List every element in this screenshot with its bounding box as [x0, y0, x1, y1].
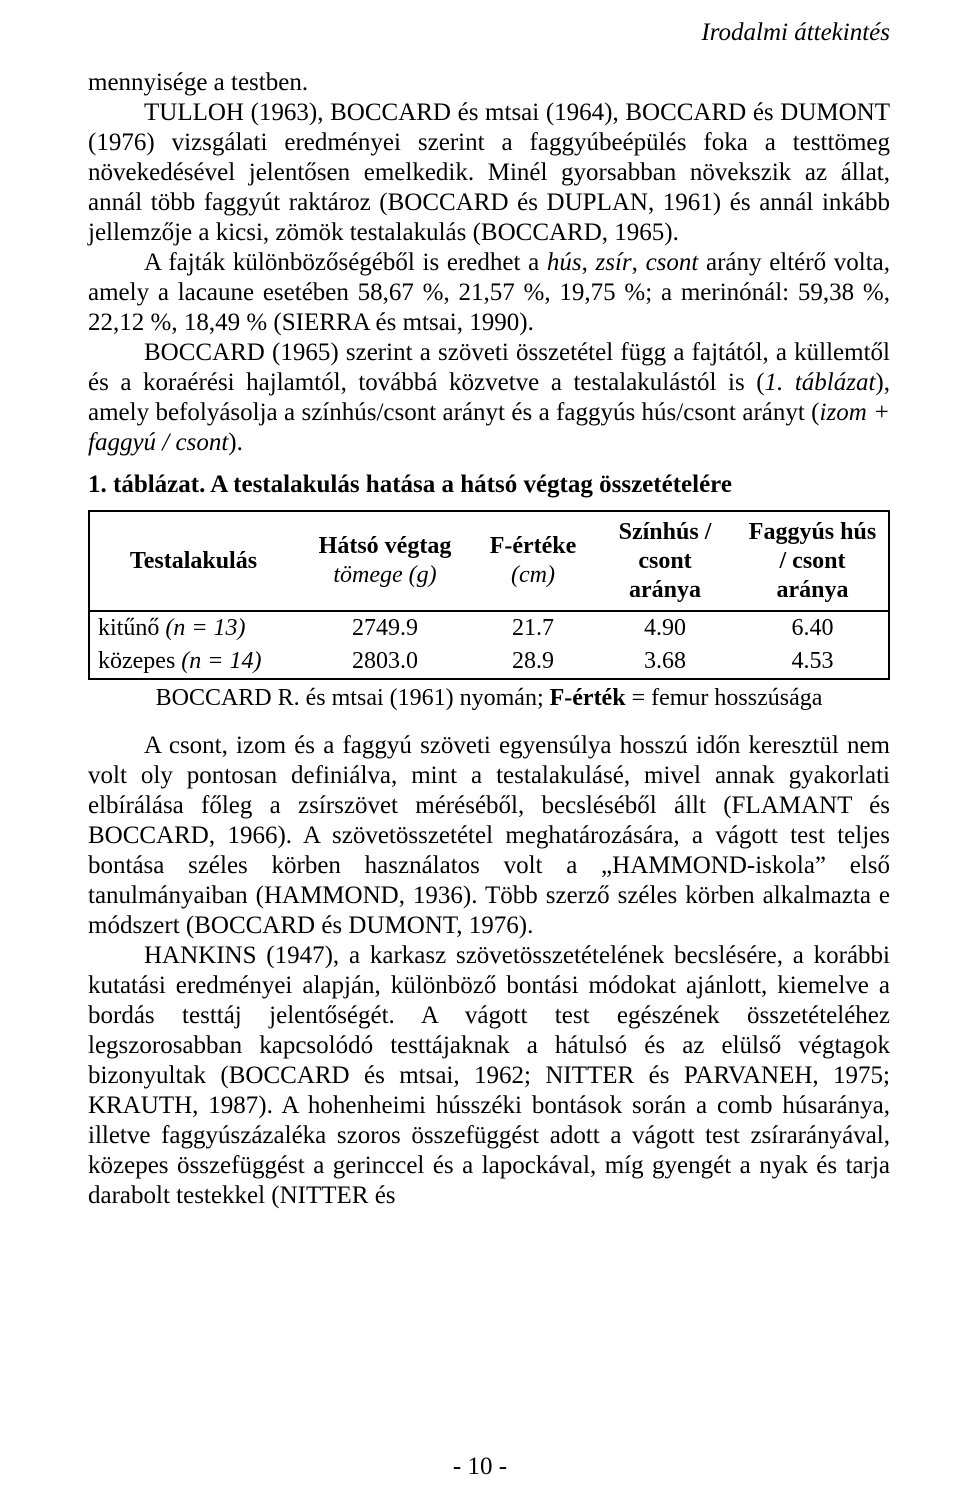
th-1: Testalakulás	[89, 511, 297, 611]
paragraph-5: HANKINS (1947), a karkasz szövetösszetét…	[88, 941, 890, 1211]
r1c1b: (n = 13)	[165, 615, 245, 641]
p1-start: mennyisége a testben.	[88, 69, 308, 96]
p2-it1: hús	[547, 249, 582, 276]
r2c1b: (n = 14)	[181, 648, 261, 674]
th5c: aránya	[777, 577, 849, 603]
p2-it3: csont	[646, 249, 699, 276]
p2-sep2: ,	[632, 249, 646, 276]
r1c2: 2749.9	[297, 611, 473, 645]
r2c3: 28.9	[473, 645, 593, 679]
r1c5: 6.40	[737, 611, 889, 645]
th-2: Hátsó végtag tömege (g)	[297, 511, 473, 611]
p1b-text: TULLOH (1963), BOCCARD és mtsai (1964), …	[88, 99, 890, 246]
caption-b: F-érték	[550, 685, 626, 711]
r1c1a: kitűnő	[98, 615, 165, 641]
th1-text: Testalakulás	[130, 548, 257, 574]
r1c4: 4.90	[593, 611, 737, 645]
r2c1: közepes (n = 14)	[89, 645, 297, 679]
r2c2: 2803.0	[297, 645, 473, 679]
paragraph-1b: TULLOH (1963), BOCCARD és mtsai (1964), …	[88, 98, 890, 248]
table-row: kitűnő (n = 13) 2749.9 21.7 4.90 6.40	[89, 611, 889, 645]
paragraph-1: mennyisége a testben.	[88, 68, 890, 98]
r1c1: kitűnő (n = 13)	[89, 611, 297, 645]
table-caption: BOCCARD R. és mtsai (1961) nyomán; F-ért…	[88, 684, 890, 713]
r2c1a: közepes	[98, 648, 181, 674]
data-table: Testalakulás Hátsó végtag tömege (g) F-é…	[88, 510, 890, 680]
th4a: Színhús /	[619, 519, 712, 545]
th5a: Faggyús hús	[749, 519, 876, 545]
th-5: Faggyús hús / csont aránya	[737, 511, 889, 611]
th-4: Színhús / csont aránya	[593, 511, 737, 611]
r2c5: 4.53	[737, 645, 889, 679]
th-3: F-értéke (cm)	[473, 511, 593, 611]
table-row: közepes (n = 14) 2803.0 28.9 3.68 4.53	[89, 645, 889, 679]
paragraph-2: A fajták különbözőségéből is eredhet a h…	[88, 248, 890, 338]
p2-sep1: ,	[582, 249, 596, 276]
paragraph-3: BOCCARD (1965) szerint a szöveti összeté…	[88, 338, 890, 458]
page-header: Irodalmi áttekintés	[88, 18, 890, 48]
r2c4: 3.68	[593, 645, 737, 679]
caption-c: = femur hosszúsága	[626, 685, 823, 711]
paragraph-4: A csont, izom és a faggyú szöveti egyens…	[88, 731, 890, 941]
p2-it2: zsír	[596, 249, 632, 276]
r1c3: 21.7	[473, 611, 593, 645]
th3b: (cm)	[511, 562, 555, 588]
th2a: Hátsó végtag	[319, 533, 452, 559]
table-header-row: Testalakulás Hátsó végtag tömege (g) F-é…	[89, 511, 889, 611]
table-title: 1. táblázat. A testalakulás hatása a hát…	[88, 470, 890, 500]
p2a: A fajták különbözőségéből is eredhet a	[144, 249, 547, 276]
caption-a: BOCCARD R. és mtsai (1961) nyomán;	[156, 685, 550, 711]
page-number: - 10 -	[0, 1452, 960, 1482]
th2b: tömege (g)	[333, 562, 436, 588]
th3a: F-értéke	[490, 533, 577, 559]
p3-it1: 1. táblázat	[765, 369, 876, 396]
th4b: csont aránya	[629, 548, 701, 603]
th5b: / csont	[780, 548, 846, 574]
p3c: ).	[228, 429, 243, 456]
